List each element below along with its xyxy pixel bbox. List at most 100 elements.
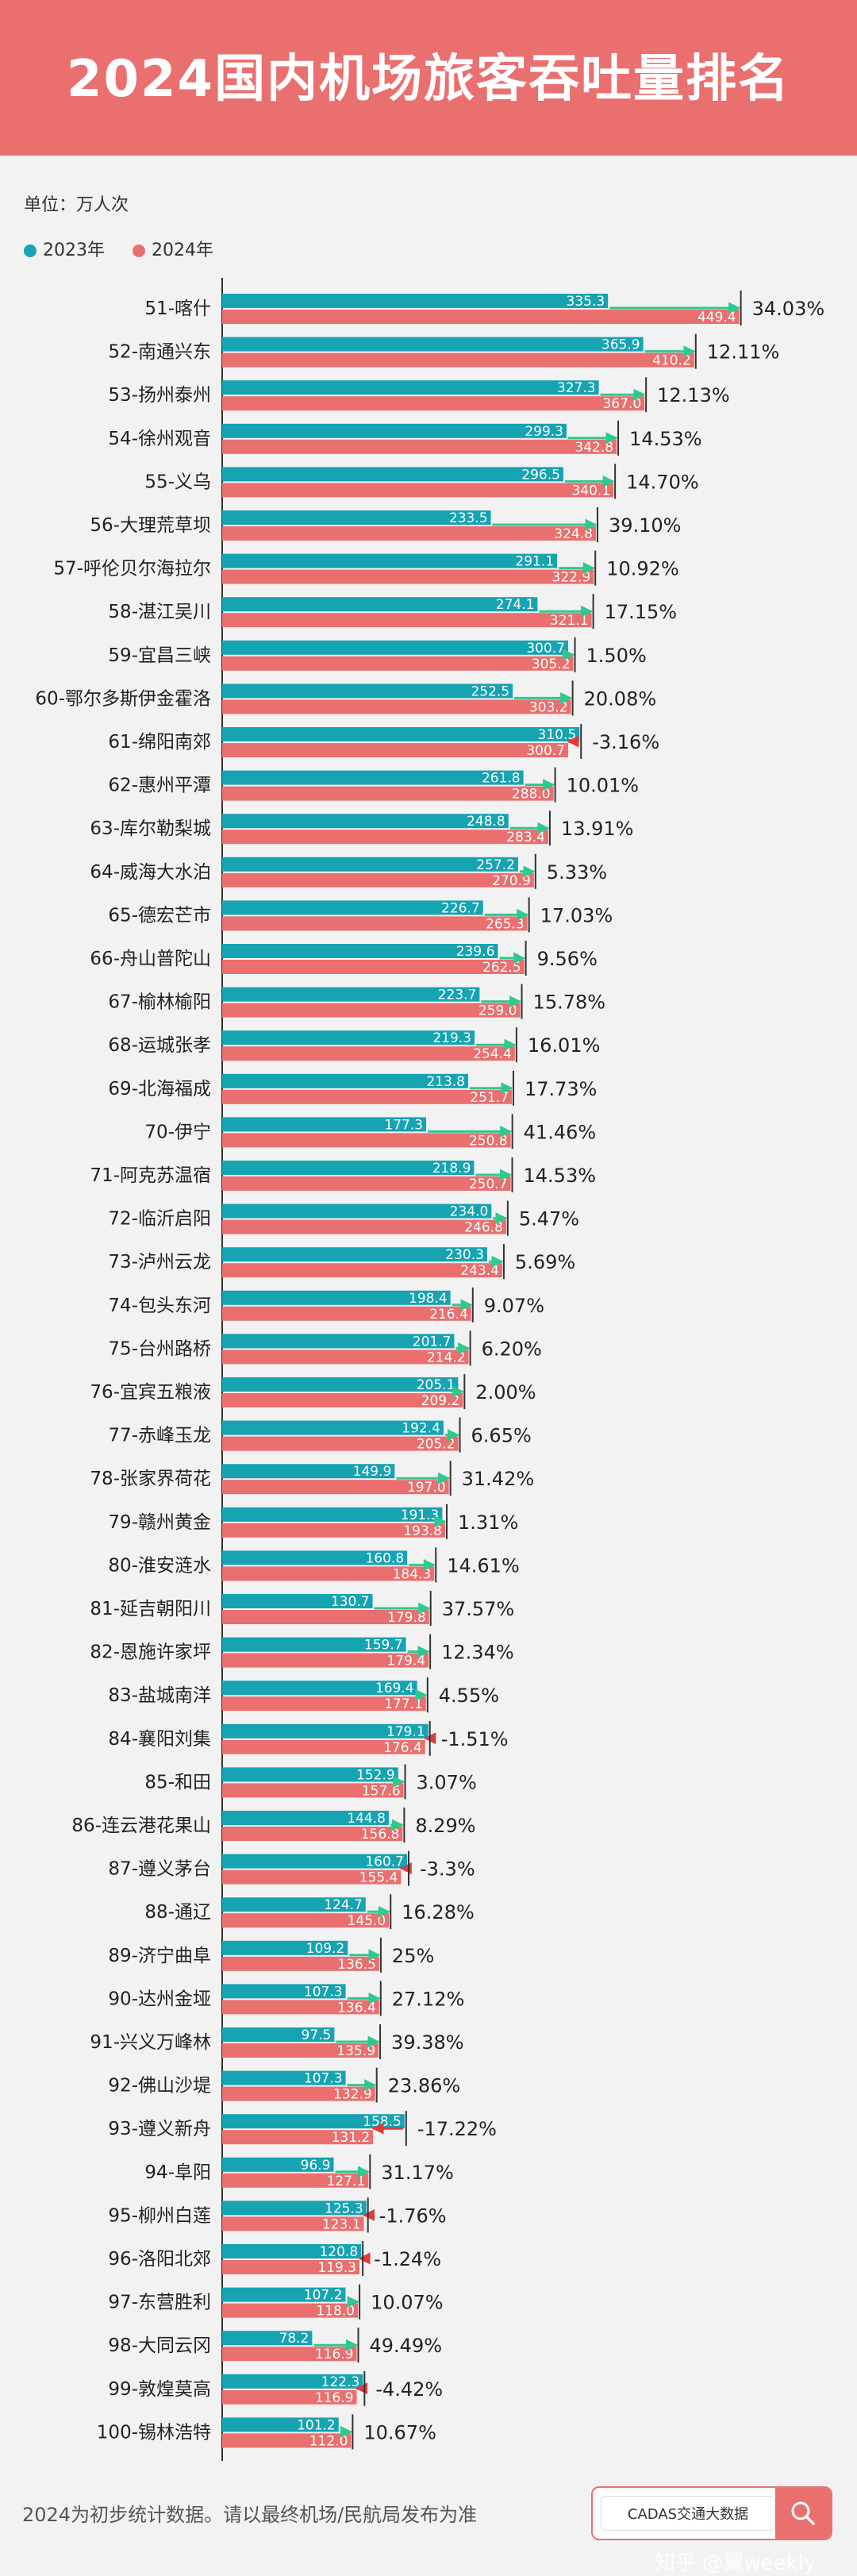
- value-label-2024: 246.8: [464, 1220, 503, 1236]
- growth-label: 1.50%: [586, 645, 647, 667]
- value-label-2024: 305.2: [532, 657, 571, 672]
- bar-2023: [222, 467, 563, 482]
- value-label-2024: 118.0: [316, 2304, 355, 2320]
- bar-2023: [222, 1897, 366, 1912]
- bar-2023: [222, 380, 599, 395]
- category-label: 61-绵阳南郊: [108, 732, 211, 753]
- value-label-2024: 179.8: [387, 1610, 426, 1626]
- category-label: 89-济宁曲阜: [108, 1946, 211, 1966]
- value-label-2024: 262.5: [482, 960, 521, 976]
- bar-2024: [222, 1696, 426, 1712]
- bar-2023: [222, 2374, 363, 2389]
- bar-2023: [222, 987, 480, 1002]
- growth-label: 13.91%: [561, 818, 634, 840]
- value-label-2024: 270.9: [492, 873, 531, 889]
- value-label-2024: 303.2: [529, 699, 568, 715]
- value-label-2023: 159.7: [364, 1638, 403, 1654]
- category-label: 96-洛阳北郊: [108, 2249, 211, 2270]
- value-label-2023: 291.1: [515, 554, 554, 570]
- value-label-2024: 135.9: [336, 2043, 375, 2059]
- bar-2023: [222, 597, 538, 612]
- category-label: 97-东营胜利: [108, 2293, 211, 2313]
- bar-2023: [222, 944, 498, 958]
- legend-swatch-2024: [133, 245, 145, 257]
- bar-2023: [222, 2244, 362, 2258]
- bar-2023: [222, 814, 509, 829]
- bar-2024: [222, 569, 594, 584]
- bar-2024: [222, 830, 548, 845]
- bar-2023: [222, 1507, 443, 1522]
- bar-2023: [222, 294, 609, 308]
- bar-2024: [222, 483, 614, 498]
- category-label: 82-恩施许家坪: [90, 1642, 211, 1663]
- growth-label: 9.56%: [537, 948, 598, 970]
- growth-label: -3.3%: [420, 1858, 475, 1881]
- source-label: CADAS交通大数据: [601, 2496, 775, 2531]
- value-label-2023: 205.1: [417, 1377, 455, 1393]
- value-label-2024: 131.2: [332, 2130, 371, 2146]
- category-label: 84-襄阳刘集: [108, 1729, 211, 1750]
- bar-2023: [222, 1811, 389, 1825]
- value-label-2024: 340.1: [571, 483, 610, 499]
- bar-2023: [222, 770, 524, 785]
- category-label: 52-南通兴东: [108, 342, 211, 363]
- growth-label: 39.38%: [391, 2031, 464, 2054]
- value-label-2023: 109.2: [306, 1941, 345, 1957]
- value-label-2023: 327.3: [557, 380, 596, 396]
- value-label-2023: 149.9: [353, 1464, 392, 1480]
- bar-2023: [222, 1247, 487, 1262]
- growth-label: 6.20%: [482, 1338, 542, 1360]
- category-label: 80-淮安涟水: [108, 1555, 211, 1576]
- growth-label: 12.34%: [441, 1642, 514, 1664]
- growth-label: 17.73%: [525, 1078, 598, 1100]
- growth-label: 10.01%: [567, 775, 640, 797]
- value-label-2024: 324.8: [554, 526, 593, 542]
- value-label-2023: 130.7: [331, 1594, 370, 1610]
- bar-2024: [222, 2216, 364, 2231]
- growth-label: 20.08%: [584, 687, 657, 710]
- bar-2023: [222, 1117, 427, 1132]
- value-label-2024: 254.4: [473, 1046, 512, 1062]
- bar-2024: [222, 2433, 352, 2448]
- growth-label: 12.11%: [707, 341, 780, 364]
- category-label: 62-惠州平潭: [108, 776, 211, 796]
- category-label: 91-兴义万峰林: [90, 2032, 211, 2053]
- category-label: 54-徐州观音: [108, 429, 211, 449]
- bar-2023: [222, 1594, 373, 1608]
- category-label: 65-德宏芒市: [108, 905, 211, 926]
- bar-2023: [222, 423, 567, 438]
- growth-label: 15.78%: [533, 992, 606, 1014]
- category-label: 63-库尔勒梨城: [90, 818, 211, 839]
- value-label-2024: 410.2: [652, 353, 691, 369]
- bar-2024: [222, 960, 525, 974]
- value-label-2024: 197.0: [407, 1480, 446, 1496]
- page-title: 2024国内机场旅客吞吐量排名: [66, 50, 791, 109]
- value-label-2023: 107.2: [304, 2288, 343, 2304]
- value-label-2024: 214.2: [427, 1350, 466, 1365]
- value-label-2023: 335.3: [567, 294, 605, 310]
- bar-2024: [222, 1133, 511, 1148]
- search-button[interactable]: [775, 2488, 831, 2539]
- growth-label: 17.03%: [540, 904, 613, 926]
- category-label: 51-喀什: [144, 298, 211, 319]
- bar-2024: [222, 1566, 435, 1581]
- value-label-2024: 250.7: [469, 1176, 508, 1192]
- growth-label: 14.70%: [626, 471, 699, 493]
- bar-2024: [222, 1306, 471, 1321]
- category-label: 93-遵义新舟: [108, 2119, 211, 2139]
- growth-label: 14.61%: [447, 1554, 520, 1577]
- value-label-2024: 156.8: [361, 1827, 400, 1842]
- legend-item-2023: 2023年: [24, 236, 105, 261]
- value-label-2024: 251.7: [470, 1090, 509, 1106]
- bar-2024: [222, 1350, 469, 1365]
- bar-2024: [222, 396, 645, 411]
- category-label: 95-柳州白莲: [108, 2205, 211, 2226]
- source-search-box[interactable]: CADAS交通大数据: [591, 2486, 832, 2540]
- bar-2023: [222, 1334, 455, 1349]
- category-label: 79-赣州黄金: [108, 1512, 211, 1533]
- bar-2023: [222, 727, 580, 741]
- bar-2023: [222, 1030, 475, 1045]
- value-label-2024: 116.9: [315, 2347, 354, 2362]
- value-label-2024: 127.1: [327, 2174, 366, 2189]
- bar-2024: [222, 1956, 379, 1971]
